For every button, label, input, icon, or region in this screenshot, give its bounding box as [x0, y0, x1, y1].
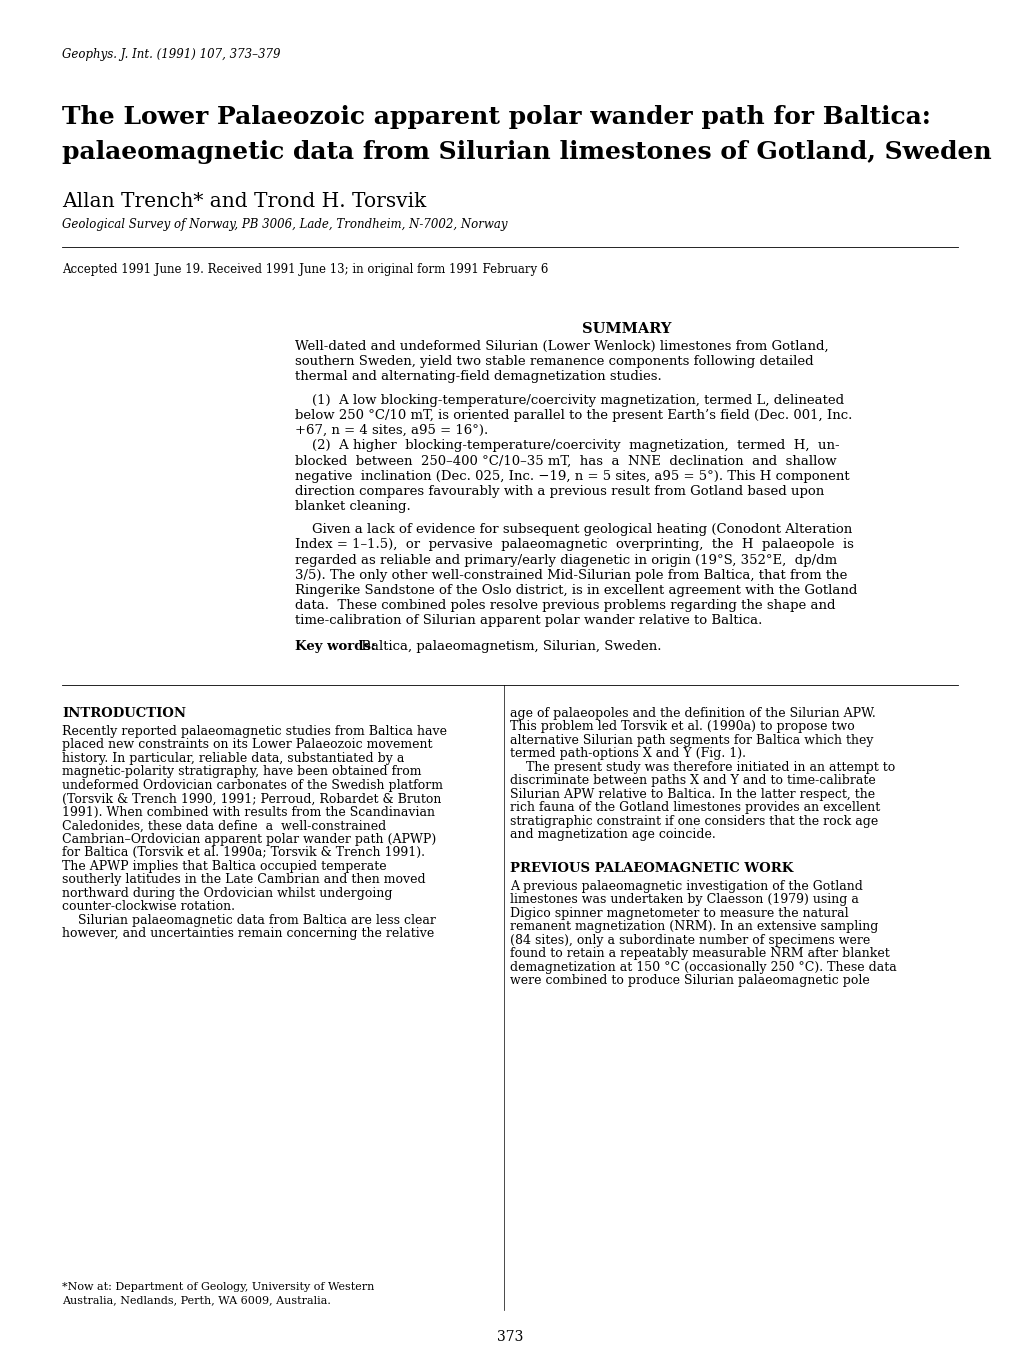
- Text: A previous palaeomagnetic investigation of the Gotland: A previous palaeomagnetic investigation …: [510, 880, 862, 892]
- Text: The present study was therefore initiated in an attempt to: The present study was therefore initiate…: [510, 760, 895, 774]
- Text: southern Sweden, yield two stable remanence components following detailed: southern Sweden, yield two stable remane…: [294, 355, 813, 369]
- Text: magnetic-polarity stratigraphy, have been obtained from: magnetic-polarity stratigraphy, have bee…: [62, 766, 421, 778]
- Text: Cambrian–Ordovician apparent polar wander path (APWP): Cambrian–Ordovician apparent polar wande…: [62, 832, 436, 846]
- Text: negative  inclination (Dec. 025, Inc. −19, n = 5 sites, a95 = 5°). This H compon: negative inclination (Dec. 025, Inc. −19…: [294, 469, 849, 483]
- Text: Caledonides, these data define  a  well-constrained: Caledonides, these data define a well-co…: [62, 819, 386, 832]
- Text: SUMMARY: SUMMARY: [581, 322, 671, 336]
- Text: Australia, Nedlands, Perth, WA 6009, Australia.: Australia, Nedlands, Perth, WA 6009, Aus…: [62, 1295, 330, 1306]
- Text: Silurian APW relative to Baltica. In the latter respect, the: Silurian APW relative to Baltica. In the…: [510, 787, 874, 801]
- Text: blocked  between  250–400 °C/10–35 mT,  has  a  NNE  declination  and  shallow: blocked between 250–400 °C/10–35 mT, has…: [294, 454, 836, 468]
- Text: Accepted 1991 June 19. Received 1991 June 13; in original form 1991 February 6: Accepted 1991 June 19. Received 1991 Jun…: [62, 262, 548, 276]
- Text: age of palaeopoles and the definition of the Silurian APW.: age of palaeopoles and the definition of…: [510, 707, 875, 719]
- Text: direction compares favourably with a previous result from Gotland based upon: direction compares favourably with a pre…: [294, 484, 823, 498]
- Text: data.  These combined poles resolve previous problems regarding the shape and: data. These combined poles resolve previ…: [294, 600, 835, 612]
- Text: stratigraphic constraint if one considers that the rock age: stratigraphic constraint if one consider…: [510, 815, 877, 828]
- Text: found to retain a repeatably measurable NRM after blanket: found to retain a repeatably measurable …: [510, 948, 889, 960]
- Text: discriminate between paths X and Y and to time-calibrate: discriminate between paths X and Y and t…: [510, 774, 875, 787]
- Text: termed path-options X and Y (Fig. 1).: termed path-options X and Y (Fig. 1).: [510, 747, 745, 760]
- Text: remanent magnetization (NRM). In an extensive sampling: remanent magnetization (NRM). In an exte…: [510, 921, 877, 933]
- Text: were combined to produce Silurian palaeomagnetic pole: were combined to produce Silurian palaeo…: [510, 974, 869, 987]
- Text: thermal and alternating-field demagnetization studies.: thermal and alternating-field demagnetiz…: [294, 370, 661, 384]
- Text: The Lower Palaeozoic apparent polar wander path for Baltica:: The Lower Palaeozoic apparent polar wand…: [62, 105, 930, 129]
- Text: *Now at: Department of Geology, University of Western: *Now at: Department of Geology, Universi…: [62, 1282, 374, 1292]
- Text: rich fauna of the Gotland limestones provides an excellent: rich fauna of the Gotland limestones pro…: [510, 801, 879, 815]
- Text: limestones was undertaken by Claesson (1979) using a: limestones was undertaken by Claesson (1…: [510, 894, 858, 906]
- Text: (1)  A low blocking-temperature/coercivity magnetization, termed L, delineated: (1) A low blocking-temperature/coercivit…: [294, 393, 844, 407]
- Text: 1991). When combined with results from the Scandinavian: 1991). When combined with results from t…: [62, 806, 434, 819]
- Text: Baltica, palaeomagnetism, Silurian, Sweden.: Baltica, palaeomagnetism, Silurian, Swed…: [357, 639, 661, 653]
- Text: This problem led Torsvik et al. (1990a) to propose two: This problem led Torsvik et al. (1990a) …: [510, 721, 854, 733]
- Text: for Baltica (Torsvik et al. 1990a; Torsvik & Trench 1991).: for Baltica (Torsvik et al. 1990a; Torsv…: [62, 846, 425, 860]
- Text: Key words:: Key words:: [294, 639, 376, 653]
- Text: Geophys. J. Int. (1991) 107, 373–379: Geophys. J. Int. (1991) 107, 373–379: [62, 48, 280, 61]
- Text: PREVIOUS PALAEOMAGNETIC WORK: PREVIOUS PALAEOMAGNETIC WORK: [510, 862, 793, 874]
- Text: below 250 °C/10 mT, is oriented parallel to the present Earth’s field (Dec. 001,: below 250 °C/10 mT, is oriented parallel…: [294, 409, 852, 422]
- Text: placed new constraints on its Lower Palaeozoic movement: placed new constraints on its Lower Pala…: [62, 738, 432, 751]
- Text: Geological Survey of Norway, PB 3006, Lade, Trondheim, N-7002, Norway: Geological Survey of Norway, PB 3006, La…: [62, 218, 507, 231]
- Text: northward during the Ordovician whilst undergoing: northward during the Ordovician whilst u…: [62, 887, 392, 900]
- Text: 3/5). The only other well-constrained Mid-Silurian pole from Baltica, that from : 3/5). The only other well-constrained Mi…: [294, 568, 847, 582]
- Text: Ringerike Sandstone of the Oslo district, is in excellent agreement with the Got: Ringerike Sandstone of the Oslo district…: [294, 583, 857, 597]
- Text: undeformed Ordovician carbonates of the Swedish platform: undeformed Ordovician carbonates of the …: [62, 779, 442, 792]
- Text: demagnetization at 150 °C (occasionally 250 °C). These data: demagnetization at 150 °C (occasionally …: [510, 960, 896, 974]
- Text: southerly latitudes in the Late Cambrian and then moved: southerly latitudes in the Late Cambrian…: [62, 873, 425, 887]
- Text: Index = 1–1.5),  or  pervasive  palaeomagnetic  overprinting,  the  H  palaeopol: Index = 1–1.5), or pervasive palaeomagne…: [294, 539, 853, 551]
- Text: alternative Silurian path segments for Baltica which they: alternative Silurian path segments for B…: [510, 734, 872, 747]
- Text: palaeomagnetic data from Silurian limestones of Gotland, Sweden: palaeomagnetic data from Silurian limest…: [62, 140, 990, 165]
- Text: time-calibration of Silurian apparent polar wander relative to Baltica.: time-calibration of Silurian apparent po…: [294, 615, 761, 627]
- Text: (Torsvik & Trench 1990, 1991; Perroud, Robardet & Bruton: (Torsvik & Trench 1990, 1991; Perroud, R…: [62, 793, 441, 805]
- Text: The APWP implies that Baltica occupied temperate: The APWP implies that Baltica occupied t…: [62, 860, 386, 873]
- Text: INTRODUCTION: INTRODUCTION: [62, 707, 185, 719]
- Text: however, and uncertainties remain concerning the relative: however, and uncertainties remain concer…: [62, 928, 434, 940]
- Text: +67, n = 4 sites, a95 = 16°).: +67, n = 4 sites, a95 = 16°).: [294, 424, 488, 437]
- Text: history. In particular, reliable data, substantiated by a: history. In particular, reliable data, s…: [62, 752, 404, 764]
- Text: Given a lack of evidence for subsequent geological heating (Conodont Alteration: Given a lack of evidence for subsequent …: [294, 524, 852, 536]
- Text: (2)  A higher  blocking-temperature/coercivity  magnetization,  termed  H,  un-: (2) A higher blocking-temperature/coerci…: [294, 439, 839, 452]
- Text: Silurian palaeomagnetic data from Baltica are less clear: Silurian palaeomagnetic data from Baltic…: [62, 914, 435, 926]
- Text: and magnetization age coincide.: and magnetization age coincide.: [510, 828, 715, 842]
- Text: counter-clockwise rotation.: counter-clockwise rotation.: [62, 900, 234, 914]
- Text: regarded as reliable and primary/early diagenetic in origin (19°S, 352°E,  dp/dm: regarded as reliable and primary/early d…: [294, 554, 837, 567]
- Text: Allan Trench* and Trond H. Torsvik: Allan Trench* and Trond H. Torsvik: [62, 192, 426, 211]
- Text: Well-dated and undeformed Silurian (Lower Wenlock) limestones from Gotland,: Well-dated and undeformed Silurian (Lowe…: [294, 340, 827, 354]
- Text: 373: 373: [496, 1330, 523, 1344]
- Text: (84 sites), only a subordinate number of specimens were: (84 sites), only a subordinate number of…: [510, 934, 869, 947]
- Text: Recently reported palaeomagnetic studies from Baltica have: Recently reported palaeomagnetic studies…: [62, 725, 446, 738]
- Text: blanket cleaning.: blanket cleaning.: [294, 500, 411, 513]
- Text: Digico spinner magnetometer to measure the natural: Digico spinner magnetometer to measure t…: [510, 907, 848, 919]
